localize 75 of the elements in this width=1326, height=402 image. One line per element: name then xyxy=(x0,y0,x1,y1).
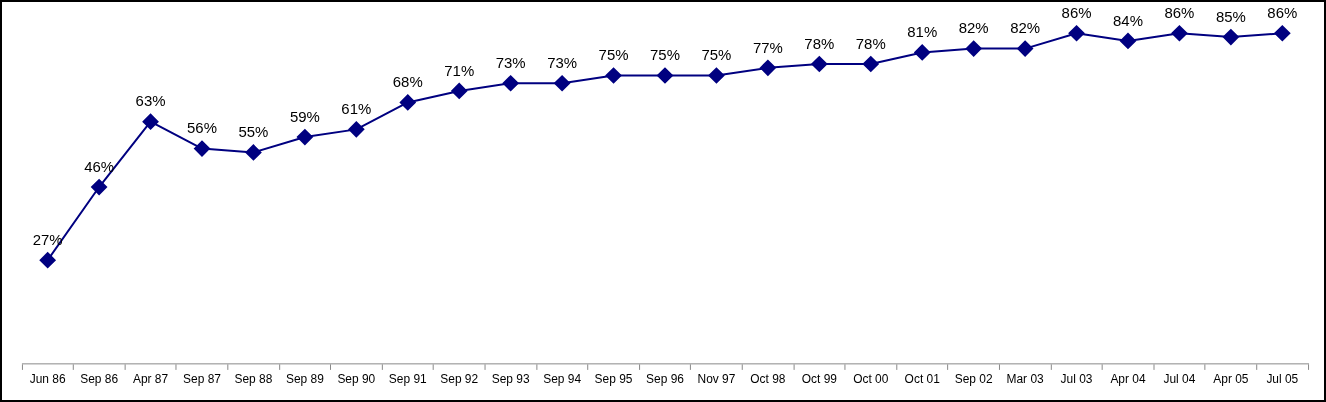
x-tick-label: Jul 03 xyxy=(1060,372,1093,387)
point xyxy=(862,56,879,72)
data-label: 84% xyxy=(1113,12,1143,29)
x-tick-label: Sep 95 xyxy=(594,372,633,387)
data-label: 71% xyxy=(444,62,475,79)
x-tick-label: Sep 02 xyxy=(954,372,993,387)
point xyxy=(605,67,622,84)
x-tick-label: Jul 04 xyxy=(1163,372,1196,387)
data-label: 77% xyxy=(752,39,783,56)
point xyxy=(245,144,262,161)
data-label: 59% xyxy=(289,108,320,125)
point xyxy=(914,44,931,61)
data-label: 73% xyxy=(547,55,578,71)
x-tick-label: Oct 99 xyxy=(801,372,838,387)
data-label: 56% xyxy=(187,120,217,137)
data-label: 82% xyxy=(1010,20,1041,37)
x-tick-label: Oct 00 xyxy=(853,372,889,387)
point xyxy=(451,82,468,99)
data-label: 55% xyxy=(238,124,269,141)
x-tick-label: Apr 04 xyxy=(1110,372,1146,387)
data-label: 86% xyxy=(1164,5,1195,22)
data-label: 68% xyxy=(392,74,423,91)
point xyxy=(142,113,159,130)
point xyxy=(39,252,56,269)
data-label: 75% xyxy=(650,47,680,64)
x-tick-label: Jul 05 xyxy=(1266,372,1299,387)
point xyxy=(811,56,828,72)
point xyxy=(1017,40,1034,57)
x-tick-label: Apr 87 xyxy=(132,372,169,387)
x-tick-label: Nov 97 xyxy=(697,372,736,387)
data-label: 75% xyxy=(701,47,732,64)
data-label: 73% xyxy=(495,55,526,71)
data-label: 86% xyxy=(1267,5,1298,22)
point xyxy=(1120,32,1136,49)
x-tick-label: Sep 88 xyxy=(234,372,273,387)
point xyxy=(502,75,519,92)
x-tick-label: Sep 91 xyxy=(388,372,428,387)
point xyxy=(1274,25,1291,42)
x-tick-label: Sep 87 xyxy=(183,372,222,387)
x-tick-label: Mar 03 xyxy=(1006,372,1045,387)
x-tick-label: Sep 90 xyxy=(337,372,376,387)
point xyxy=(1068,25,1085,42)
data-label: 85% xyxy=(1215,8,1246,25)
x-tick-label: Oct 01 xyxy=(904,372,941,387)
point xyxy=(296,129,313,145)
data-label: 78% xyxy=(804,35,835,52)
data-label: 46% xyxy=(84,158,115,175)
data-label: 27% xyxy=(32,231,63,248)
data-label: 81% xyxy=(907,24,938,41)
x-tick-label: Sep 89 xyxy=(285,372,325,387)
data-label: 82% xyxy=(958,20,989,37)
x-tick-label: Sep 86 xyxy=(80,372,119,387)
point xyxy=(759,59,776,76)
x-tick-label: Sep 96 xyxy=(646,372,685,387)
point xyxy=(1222,29,1239,45)
x-tick-label: Oct 98 xyxy=(750,372,786,387)
data-label: 63% xyxy=(135,93,166,110)
x-tick-label: Apr 05 xyxy=(1213,372,1249,387)
point xyxy=(1171,25,1188,42)
point xyxy=(708,67,725,84)
x-tick-label: Sep 94 xyxy=(543,372,582,387)
x-tick-label: Jun 86 xyxy=(29,372,66,387)
data-label: 75% xyxy=(598,47,629,64)
point xyxy=(657,67,673,84)
point xyxy=(399,94,416,111)
x-tick-label: Sep 92 xyxy=(440,372,479,387)
data-label: 78% xyxy=(855,35,886,52)
data-label: 61% xyxy=(341,101,372,118)
x-tick-label: Sep 93 xyxy=(491,372,530,387)
data-label: 86% xyxy=(1061,5,1092,22)
point xyxy=(348,121,365,138)
point xyxy=(91,179,108,195)
point xyxy=(554,75,571,92)
point xyxy=(965,40,982,57)
point xyxy=(194,140,210,157)
